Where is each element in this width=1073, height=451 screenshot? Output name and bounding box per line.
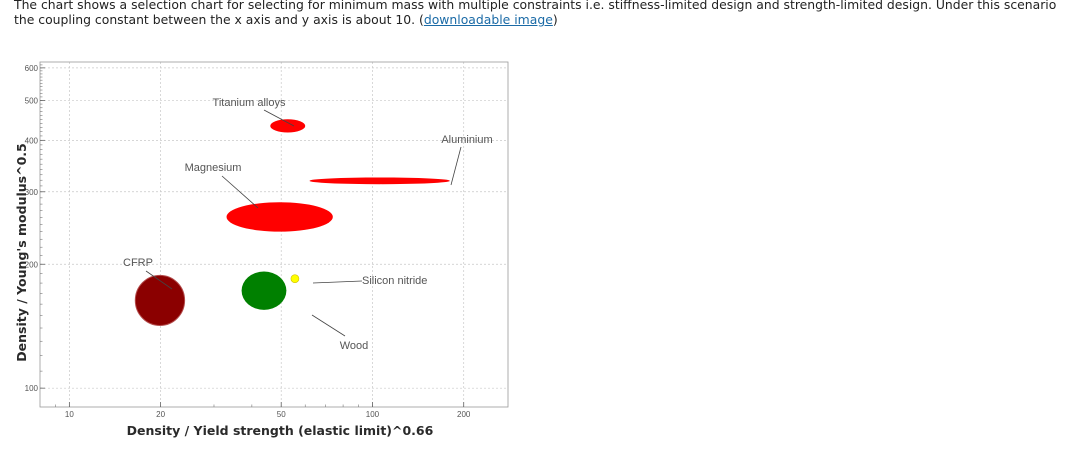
wood-bubble bbox=[241, 271, 287, 310]
y-tick-label: 100 bbox=[25, 384, 39, 393]
y-tick-label: 600 bbox=[25, 64, 39, 73]
x-tick-label: 100 bbox=[366, 410, 380, 419]
y-tick-label: 300 bbox=[25, 188, 39, 197]
chart-caption: The chart shows a selection chart for se… bbox=[14, 0, 1064, 27]
aluminium-leader-line bbox=[450, 146, 462, 186]
y-tick-label: 200 bbox=[25, 260, 39, 269]
y-axis-label: Density / Young's modulus^0.5 bbox=[14, 143, 29, 361]
material-bubbles bbox=[134, 119, 450, 326]
titanium-alloys-leader-line bbox=[263, 109, 295, 127]
cfrp-leader-line bbox=[145, 270, 173, 290]
axis-ticks: 10 20 50 100 200 100 200 300 400 500 600 bbox=[25, 64, 471, 419]
x-axis-label: Density / Yield strength (elastic limit)… bbox=[127, 423, 434, 438]
wood-label: Wood bbox=[340, 340, 369, 352]
silicon-nitride-bubble bbox=[290, 274, 300, 283]
titanium-alloys-bubble bbox=[270, 119, 306, 133]
plot-frame bbox=[39, 61, 509, 408]
y-tick-label: 500 bbox=[25, 96, 39, 105]
x-tick-label: 10 bbox=[65, 410, 74, 419]
x-tick-label: 50 bbox=[277, 410, 286, 419]
caption-text: The chart shows a selection chart for se… bbox=[14, 0, 1057, 27]
aluminium-label: Aluminium bbox=[441, 134, 492, 146]
y-tick-label: 400 bbox=[25, 136, 39, 145]
x-tick-label: 20 bbox=[156, 410, 165, 419]
caption-tail: ) bbox=[552, 12, 558, 27]
cfrp-label: CFRP bbox=[123, 257, 153, 269]
titanium-alloys-label: Titanium alloys bbox=[213, 97, 286, 109]
magnesium-label: Magnesium bbox=[185, 162, 242, 174]
x-tick-label: 200 bbox=[457, 410, 471, 419]
chart-grid bbox=[40, 62, 508, 407]
magnesium-leader-line bbox=[221, 175, 259, 209]
magnesium-bubble bbox=[226, 202, 333, 232]
wood-leader-line bbox=[311, 314, 346, 337]
cfrp-bubble bbox=[134, 274, 186, 326]
aluminium-bubble bbox=[309, 177, 450, 185]
silicon-nitride-leader-line bbox=[312, 280, 363, 284]
silicon-nitride-label: Silicon nitride bbox=[362, 275, 427, 287]
downloadable-image-link[interactable]: downloadable image bbox=[423, 12, 553, 27]
material-annotations: Titanium alloys Aluminium Magnesium CFRP Woo… bbox=[123, 97, 493, 352]
